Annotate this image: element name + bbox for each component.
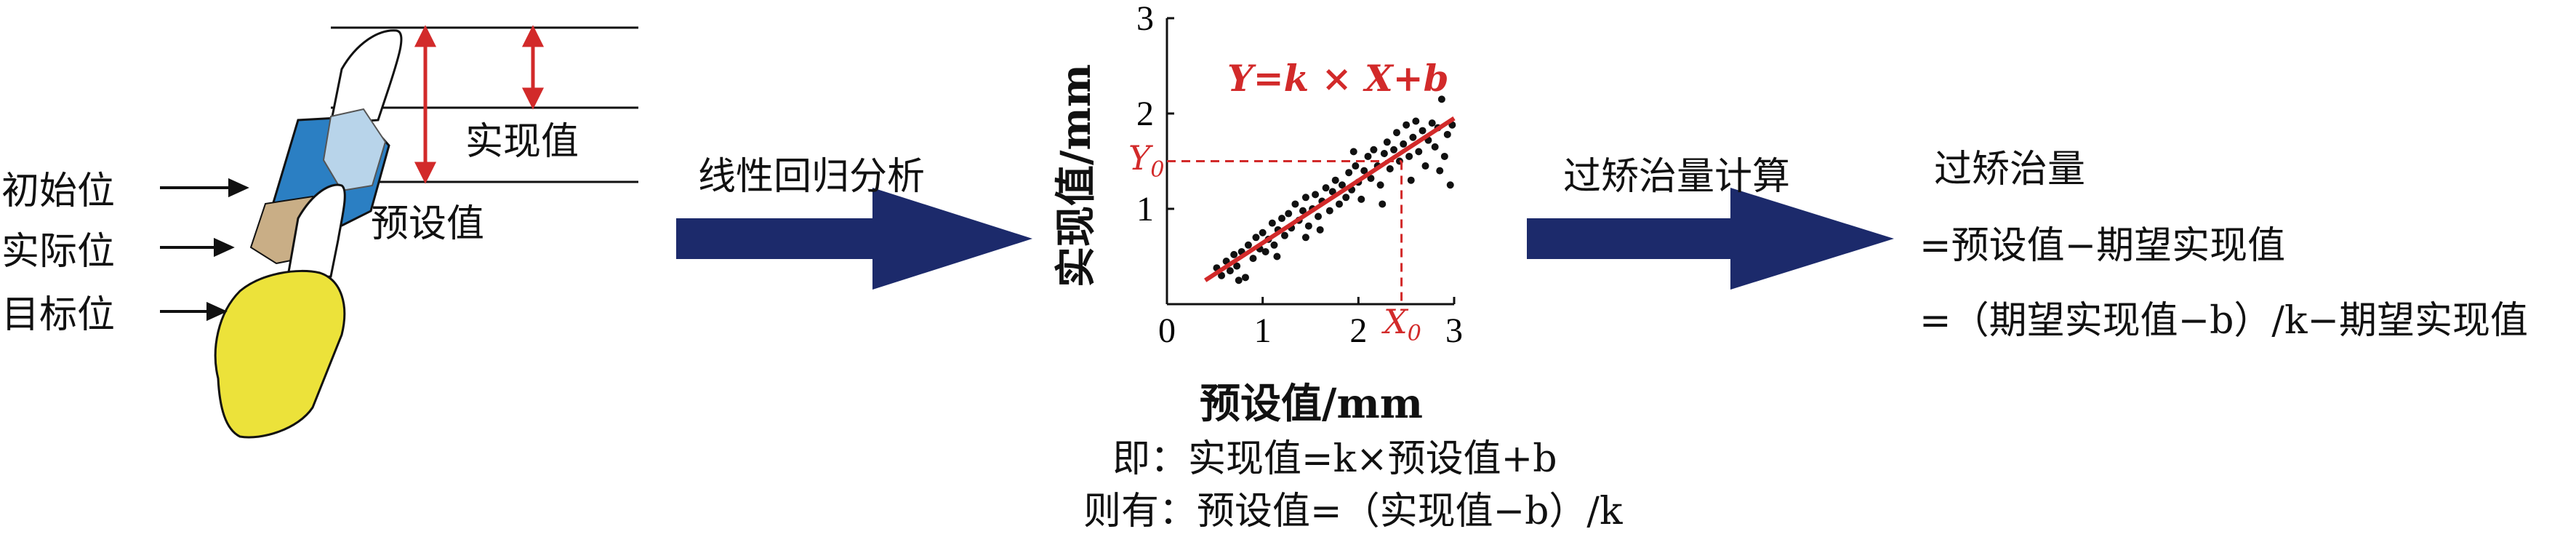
flow-arrow-2	[1527, 188, 1894, 290]
data-point	[1285, 210, 1293, 218]
result-line-2: =（期望实现值−b）/k−期望实现值	[1919, 299, 2529, 343]
data-point	[1407, 176, 1415, 184]
data-point	[1301, 194, 1309, 202]
y0-label: Y0	[1128, 138, 1165, 183]
chart-x-axis-label: 预设值/mm	[1200, 380, 1423, 428]
data-point	[1421, 162, 1429, 170]
x0-label: X0	[1384, 302, 1421, 347]
data-point	[1322, 184, 1330, 192]
data-point	[1301, 234, 1309, 242]
data-point	[1400, 140, 1408, 148]
data-point	[1386, 164, 1394, 172]
data-point	[1259, 228, 1267, 236]
x-tick-label: 0	[1158, 311, 1176, 350]
data-point	[1415, 148, 1423, 156]
data-point	[1393, 129, 1400, 137]
data-point	[1390, 146, 1398, 154]
data-point	[1380, 150, 1388, 158]
data-point	[1328, 188, 1336, 196]
note-line-2: 则有：预设值=（实现值−b）/k	[1083, 490, 1623, 533]
tooth-target-yellow	[214, 269, 346, 439]
regression-line	[1204, 116, 1456, 282]
tooth-light-overlay	[322, 108, 387, 192]
data-point	[1304, 222, 1312, 230]
flow-label-overcorrection: 过矫治量计算	[1563, 155, 1791, 199]
y-tick-label: 2	[1136, 95, 1154, 133]
chart-y-axis-label: 实现值/mm	[1052, 64, 1100, 287]
data-point	[1270, 241, 1278, 249]
data-point	[1364, 152, 1372, 160]
data-point	[1428, 119, 1436, 127]
data-point	[1437, 95, 1445, 103]
data-point	[1241, 274, 1249, 282]
data-point	[1261, 247, 1269, 255]
flow-label-regression: 线性回归分析	[698, 155, 926, 199]
data-point	[1218, 271, 1226, 279]
data-point	[1342, 194, 1350, 202]
data-point	[1268, 219, 1276, 227]
data-point	[1336, 200, 1343, 208]
data-point	[1405, 152, 1413, 160]
data-point	[1230, 250, 1238, 258]
y-tick-label: 1	[1136, 190, 1154, 228]
result-line-1: =预设值−期望实现值	[1919, 224, 2286, 268]
data-point	[1316, 226, 1324, 234]
data-point	[1345, 169, 1353, 177]
data-point	[1412, 117, 1420, 125]
data-point	[1379, 200, 1387, 208]
data-point	[1315, 212, 1323, 220]
data-point	[1338, 181, 1346, 189]
regression-equation: Y=k × X+b	[1227, 57, 1449, 100]
label-actual: 实际位	[1, 230, 116, 274]
tooth-initial	[329, 29, 403, 125]
label-preset: 预设值	[371, 202, 485, 246]
x-tick-label: 2	[1349, 311, 1367, 350]
data-point	[1419, 127, 1427, 135]
data-point	[1226, 267, 1234, 275]
data-point	[1360, 167, 1368, 175]
label-target: 目标位	[1, 293, 116, 337]
data-point	[1233, 262, 1241, 270]
data-point	[1383, 138, 1391, 146]
data-point	[1370, 146, 1378, 154]
tooth-white-mid	[286, 183, 346, 282]
data-point	[1352, 162, 1360, 170]
data-point	[1280, 231, 1288, 239]
flow-arrow-1	[676, 188, 1032, 290]
data-point	[1446, 181, 1454, 189]
data-point	[1403, 121, 1411, 129]
data-point	[1312, 191, 1320, 199]
data-point	[1273, 252, 1281, 260]
data-point	[1299, 207, 1307, 215]
data-point	[1235, 277, 1243, 285]
x-tick-label: 1	[1254, 311, 1272, 350]
y-tick-label: 3	[1136, 0, 1154, 38]
data-point	[1244, 241, 1252, 249]
data-point	[1376, 181, 1384, 189]
data-point	[1291, 200, 1299, 208]
data-point	[1249, 255, 1257, 263]
data-point	[1278, 215, 1285, 223]
note-line-1: 即：实现值=k×预设值+b	[1112, 437, 1557, 481]
data-point	[1409, 133, 1417, 141]
data-point	[1367, 175, 1375, 183]
data-point	[1252, 234, 1260, 242]
label-realized: 实现值	[465, 120, 579, 164]
data-point	[1440, 152, 1448, 160]
data-point	[1325, 207, 1333, 215]
data-point	[1431, 143, 1439, 151]
label-initial: 初始位	[1, 170, 116, 213]
data-point	[1349, 148, 1357, 156]
data-point	[1331, 176, 1339, 184]
data-point	[1436, 167, 1444, 175]
data-point	[1443, 130, 1451, 138]
data-point	[1357, 195, 1365, 203]
result-title: 过矫治量	[1934, 148, 2086, 191]
x-tick-label: 3	[1445, 311, 1463, 350]
